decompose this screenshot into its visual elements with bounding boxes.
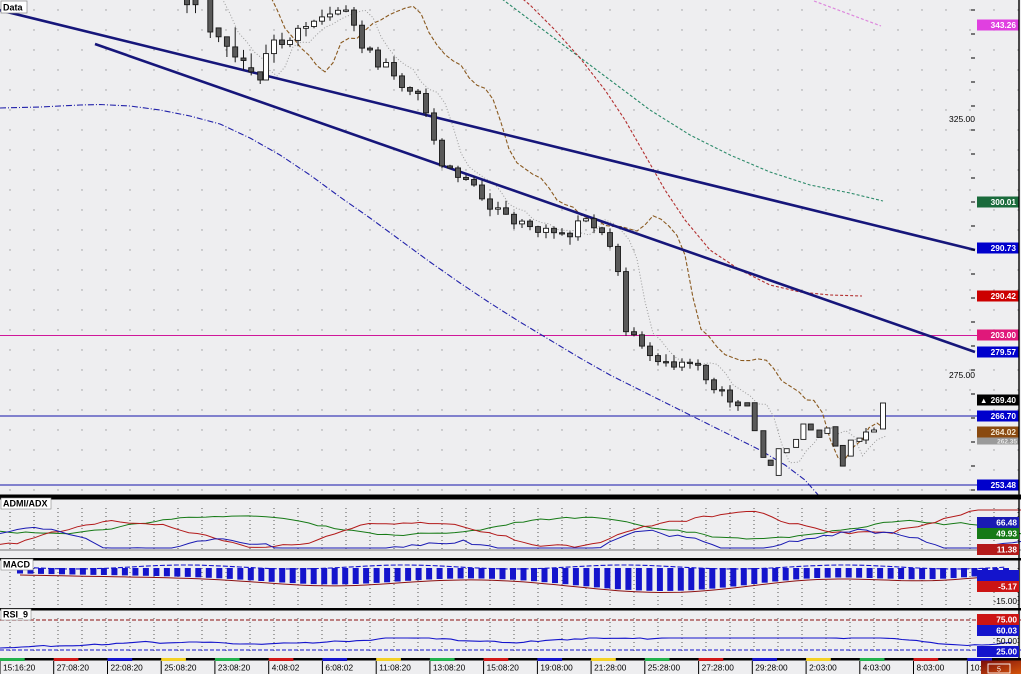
svg-text:325.00: 325.00 xyxy=(949,114,975,124)
svg-text:27:28:00: 27:28:00 xyxy=(702,663,735,673)
svg-text:4:03:00: 4:03:00 xyxy=(863,663,891,673)
svg-text:MACD: MACD xyxy=(3,559,30,569)
svg-text:279.57: 279.57 xyxy=(991,347,1017,357)
svg-text:19:08:00: 19:08:00 xyxy=(540,663,573,673)
svg-text:203.00: 203.00 xyxy=(991,330,1017,340)
svg-text:29:28:00: 29:28:00 xyxy=(755,663,788,673)
svg-text:75.00: 75.00 xyxy=(996,614,1017,624)
svg-text:11:08:20: 11:08:20 xyxy=(379,663,411,673)
svg-text:25.00: 25.00 xyxy=(996,646,1017,656)
svg-text:266.70: 266.70 xyxy=(991,411,1017,421)
svg-text:2:03:00: 2:03:00 xyxy=(809,663,837,673)
svg-text:25:28:00: 25:28:00 xyxy=(648,663,681,673)
svg-text:8:03:00: 8:03:00 xyxy=(917,663,945,673)
svg-text:275.00: 275.00 xyxy=(949,370,975,380)
svg-text:262.35: 262.35 xyxy=(997,438,1017,445)
svg-text:4:08:02: 4:08:02 xyxy=(272,663,300,673)
svg-text:22:08:20: 22:08:20 xyxy=(111,663,144,673)
svg-text:300.01: 300.01 xyxy=(991,197,1017,207)
svg-text:66.48: 66.48 xyxy=(996,517,1017,527)
svg-text:50.00: 50.00 xyxy=(996,636,1017,646)
svg-text:253.48: 253.48 xyxy=(991,480,1017,490)
svg-text:60.03: 60.03 xyxy=(996,625,1017,635)
svg-text:ADMI/ADX: ADMI/ADX xyxy=(3,498,48,508)
svg-text:13:08:20: 13:08:20 xyxy=(433,663,466,673)
svg-text:6:08:02: 6:08:02 xyxy=(325,663,353,673)
svg-text:343.26: 343.26 xyxy=(991,20,1017,30)
svg-text:15:08:20: 15:08:20 xyxy=(487,663,520,673)
svg-text:-15.00: -15.00 xyxy=(993,596,1017,606)
svg-text:264.02: 264.02 xyxy=(991,427,1017,437)
svg-text:11.38: 11.38 xyxy=(997,544,1018,554)
svg-text:23:08:20: 23:08:20 xyxy=(218,663,251,673)
svg-text:-5.17: -5.17 xyxy=(998,581,1017,591)
svg-text:15:16:20: 15:16:20 xyxy=(3,663,36,673)
svg-text:269.40: 269.40 xyxy=(991,395,1017,405)
svg-text:290.73: 290.73 xyxy=(991,243,1017,253)
svg-text:Data: Data xyxy=(3,2,24,12)
svg-text:5: 5 xyxy=(997,667,1001,674)
svg-text:RSI_9: RSI_9 xyxy=(3,609,28,619)
svg-text:49.93: 49.93 xyxy=(996,528,1017,538)
svg-text:21:28:00: 21:28:00 xyxy=(594,663,627,673)
svg-text:▲: ▲ xyxy=(980,396,987,405)
svg-text:290.42: 290.42 xyxy=(991,291,1017,301)
svg-text:27:08:20: 27:08:20 xyxy=(57,663,90,673)
svg-text:25:08:20: 25:08:20 xyxy=(164,663,197,673)
